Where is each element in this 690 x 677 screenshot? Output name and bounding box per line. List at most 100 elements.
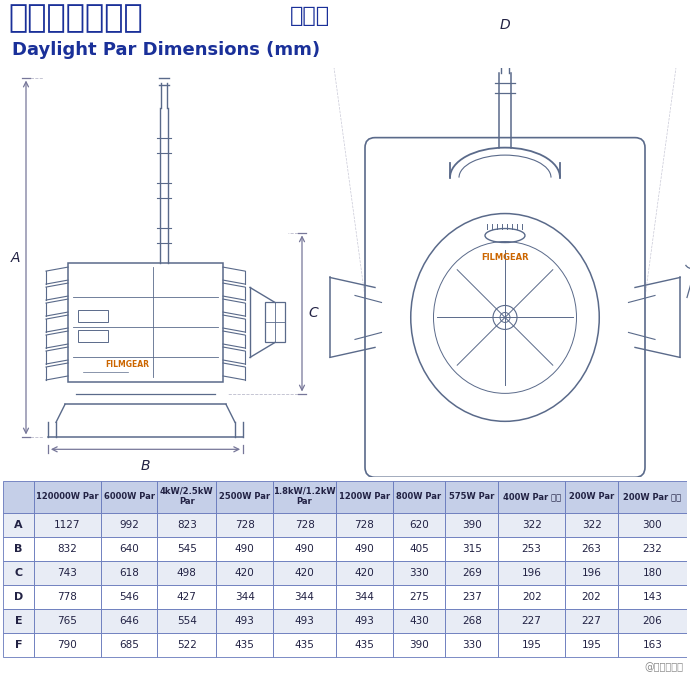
Bar — [273, 585, 336, 609]
Bar — [34, 561, 101, 585]
Text: A: A — [14, 519, 23, 529]
Bar — [393, 561, 445, 585]
Text: 143: 143 — [642, 592, 662, 602]
Bar — [498, 633, 565, 657]
Text: 620: 620 — [409, 519, 429, 529]
Bar — [565, 609, 618, 633]
Bar — [273, 512, 336, 537]
Bar — [618, 609, 687, 633]
Bar — [157, 481, 217, 512]
Bar — [217, 633, 273, 657]
Bar — [618, 561, 687, 585]
Text: 330: 330 — [409, 568, 429, 577]
Bar — [393, 481, 445, 512]
Text: 554: 554 — [177, 616, 197, 626]
Bar — [498, 585, 565, 609]
Bar — [445, 633, 498, 657]
Bar — [3, 512, 34, 537]
Bar — [273, 633, 336, 657]
Bar — [565, 481, 618, 512]
Bar — [157, 537, 217, 561]
Bar — [217, 585, 273, 609]
Text: 728: 728 — [295, 519, 315, 529]
Text: 493: 493 — [235, 616, 255, 626]
Text: 344: 344 — [355, 592, 375, 602]
Bar — [265, 303, 285, 343]
Text: 1.8kW/1.2kW
Par: 1.8kW/1.2kW Par — [273, 487, 336, 506]
Text: 420: 420 — [295, 568, 315, 577]
Bar — [3, 537, 34, 561]
Text: 163: 163 — [642, 640, 662, 650]
Text: 420: 420 — [235, 568, 255, 577]
Text: 6000W Par: 6000W Par — [104, 492, 155, 501]
Bar — [565, 512, 618, 537]
Text: 344: 344 — [295, 592, 315, 602]
Bar — [618, 633, 687, 657]
Text: 263: 263 — [582, 544, 602, 554]
Text: 269: 269 — [462, 568, 482, 577]
Bar — [498, 512, 565, 537]
Bar — [336, 609, 393, 633]
Bar — [3, 481, 34, 512]
Bar — [101, 561, 157, 585]
Bar — [565, 561, 618, 585]
Text: 618: 618 — [119, 568, 139, 577]
Text: 202: 202 — [582, 592, 602, 602]
Text: 405: 405 — [409, 544, 429, 554]
Bar — [498, 561, 565, 585]
Text: 546: 546 — [119, 592, 139, 602]
Bar — [34, 585, 101, 609]
Bar — [618, 537, 687, 561]
Text: 575W Par: 575W Par — [449, 492, 495, 501]
Bar — [445, 561, 498, 585]
Bar — [445, 585, 498, 609]
Text: 545: 545 — [177, 544, 197, 554]
Bar — [498, 537, 565, 561]
Text: C: C — [308, 307, 318, 320]
Text: 330: 330 — [462, 640, 482, 650]
Bar — [68, 263, 223, 383]
Bar — [34, 512, 101, 537]
Bar — [336, 633, 393, 657]
Text: 493: 493 — [355, 616, 375, 626]
Bar — [101, 609, 157, 633]
Text: 120000W Par: 120000W Par — [36, 492, 99, 501]
Bar — [101, 537, 157, 561]
Bar — [336, 537, 393, 561]
Text: 195: 195 — [522, 640, 542, 650]
Bar — [101, 481, 157, 512]
Bar — [157, 561, 217, 585]
Text: 685: 685 — [119, 640, 139, 650]
Text: F: F — [15, 640, 22, 650]
Text: 322: 322 — [582, 519, 602, 529]
Text: 1200W Par: 1200W Par — [339, 492, 390, 501]
Bar — [273, 537, 336, 561]
Bar — [393, 609, 445, 633]
Bar — [445, 609, 498, 633]
Text: 490: 490 — [295, 544, 315, 554]
Bar — [618, 585, 687, 609]
Text: 430: 430 — [409, 616, 429, 626]
Text: D: D — [14, 592, 23, 602]
Text: 790: 790 — [57, 640, 77, 650]
Text: 800W Par: 800W Par — [397, 492, 442, 501]
Bar — [393, 537, 445, 561]
Text: 344: 344 — [235, 592, 255, 602]
Text: 200W Par 小型: 200W Par 小型 — [623, 492, 681, 501]
Text: 390: 390 — [409, 640, 429, 650]
Text: 400W Par 小型: 400W Par 小型 — [502, 492, 561, 501]
Bar — [498, 481, 565, 512]
Text: 728: 728 — [355, 519, 375, 529]
Bar — [217, 512, 273, 537]
Text: 646: 646 — [119, 616, 139, 626]
Bar — [78, 330, 108, 343]
Bar — [336, 561, 393, 585]
Text: 743: 743 — [57, 568, 77, 577]
Bar — [157, 609, 217, 633]
Text: 420: 420 — [355, 568, 375, 577]
Text: 2500W Par: 2500W Par — [219, 492, 270, 501]
Text: 196: 196 — [522, 568, 542, 577]
Text: 435: 435 — [235, 640, 255, 650]
Bar — [618, 512, 687, 537]
Text: 490: 490 — [355, 544, 375, 554]
